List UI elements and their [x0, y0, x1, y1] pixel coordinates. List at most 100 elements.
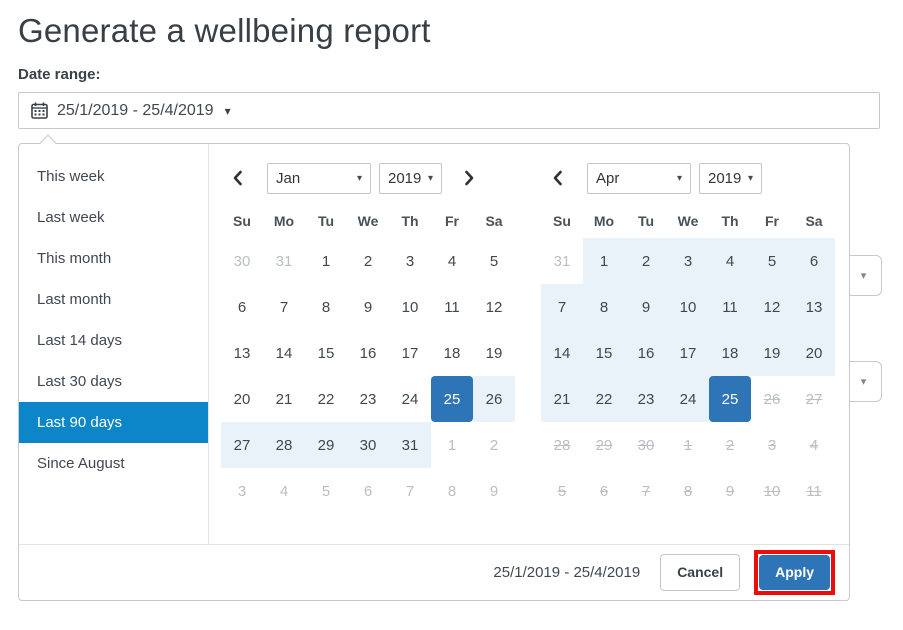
day-cell[interactable]: 23	[625, 376, 667, 422]
chevron-down-icon: ▾	[427, 172, 433, 184]
day-cell[interactable]: 8	[583, 284, 625, 330]
preset-last-14-days[interactable]: Last 14 days	[37, 332, 123, 349]
day-cell: 10	[763, 482, 781, 500]
day-cell[interactable]: 11	[709, 284, 751, 330]
day-cell[interactable]: 30	[347, 422, 389, 468]
popup-footer: 25/1/2019 - 25/4/2019 Cancel Apply	[19, 544, 849, 600]
day-cell[interactable]: 10	[401, 298, 419, 316]
day-cell[interactable]: 28	[263, 422, 305, 468]
weekday-label: Mo	[593, 213, 615, 229]
calendar-header: Jan ▾ 2019 ▾	[221, 162, 515, 194]
day-cell[interactable]: 4	[447, 252, 457, 270]
day-cell[interactable]: 2	[363, 252, 373, 270]
day-cell: 4	[809, 436, 819, 454]
year-select[interactable]: 2019 ▾	[699, 162, 762, 194]
day-cell: 8	[683, 482, 693, 500]
month-select-value: Apr	[596, 169, 620, 187]
day-cell[interactable]: 7	[541, 284, 583, 330]
selected-range-text: 25/1/2019 - 25/4/2019	[493, 564, 641, 581]
day-cell: 5	[321, 482, 331, 500]
day-cell[interactable]: 18	[709, 330, 751, 376]
day-cell[interactable]: 2	[625, 238, 667, 284]
weekday-label: Tu	[317, 213, 335, 229]
day-cell[interactable]: 1	[583, 238, 625, 284]
day-cell[interactable]: 14	[275, 344, 293, 362]
day-cell[interactable]: 18	[443, 344, 461, 362]
day-cell[interactable]: 3	[405, 252, 415, 270]
day-cell[interactable]: 26	[473, 376, 515, 422]
day-cell[interactable]: 19	[751, 330, 793, 376]
day-cell[interactable]: 3	[667, 238, 709, 284]
chevron-down-icon: ▾	[676, 172, 682, 184]
day-cell[interactable]: 12	[751, 284, 793, 330]
day-cell[interactable]: 25	[709, 376, 751, 422]
day-cell[interactable]: 8	[321, 298, 331, 316]
preset-last-week[interactable]: Last week	[37, 209, 105, 226]
day-cell[interactable]: 31	[389, 422, 431, 468]
day-cell[interactable]: 9	[625, 284, 667, 330]
day-cell[interactable]: 24	[667, 376, 709, 422]
day-cell[interactable]: 12	[485, 298, 503, 316]
date-range-field[interactable]: 25/1/2019 - 25/4/2019 ▾	[18, 92, 880, 129]
calendar-header: Apr ▾ 2019 ▾	[541, 162, 835, 194]
day-cell[interactable]: 13	[793, 284, 835, 330]
preset-this-week[interactable]: This week	[37, 168, 105, 185]
day-cell[interactable]: 14	[541, 330, 583, 376]
month-select[interactable]: Apr ▾	[587, 162, 691, 194]
day-cell[interactable]: 17	[667, 330, 709, 376]
day-cell[interactable]: 17	[401, 344, 419, 362]
day-cell[interactable]: 7	[279, 298, 289, 316]
day-cell[interactable]: 22	[583, 376, 625, 422]
month-select[interactable]: Jan ▾	[267, 162, 371, 194]
day-cell[interactable]: 15	[583, 330, 625, 376]
day-cell[interactable]: 10	[667, 284, 709, 330]
year-select[interactable]: 2019 ▾	[379, 162, 442, 194]
day-cell[interactable]: 21	[275, 390, 293, 408]
day-cell[interactable]: 6	[793, 238, 835, 284]
page-title: Generate a wellbeing report	[18, 12, 431, 49]
prev-month-button[interactable]	[227, 170, 249, 186]
next-month-button[interactable]	[458, 170, 480, 186]
day-cell: 2	[725, 436, 735, 454]
apply-button[interactable]: Apply	[759, 555, 830, 590]
day-cell[interactable]: 22	[317, 390, 335, 408]
day-cell[interactable]: 23	[359, 390, 377, 408]
day-cell[interactable]: 11	[444, 298, 460, 316]
day-cell[interactable]: 13	[233, 344, 251, 362]
day-cell[interactable]: 5	[751, 238, 793, 284]
day-cell[interactable]: 6	[237, 298, 247, 316]
day-cell[interactable]: 21	[541, 376, 583, 422]
day-cell[interactable]: 29	[305, 422, 347, 468]
preset-last-90-days[interactable]: Last 90 days	[19, 402, 208, 443]
day-cell: 26	[763, 390, 781, 408]
day-cell[interactable]: 20	[793, 330, 835, 376]
day-cell[interactable]: 20	[233, 390, 251, 408]
background-dropdown-2[interactable]: ▾	[845, 361, 882, 402]
caret-down-icon: ▾	[224, 103, 231, 118]
background-dropdown-1[interactable]: ▾	[845, 255, 882, 296]
month-select-value: Jan	[276, 169, 301, 187]
calendar-icon	[31, 102, 48, 119]
day-cell[interactable]: 16	[359, 344, 377, 362]
day-cell[interactable]: 1	[321, 252, 331, 270]
prev-month-button[interactable]	[547, 170, 569, 186]
cancel-button[interactable]: Cancel	[660, 554, 741, 591]
preset-this-month[interactable]: This month	[37, 250, 112, 267]
day-cell[interactable]: 19	[485, 344, 503, 362]
weekday-label: Fr	[765, 213, 779, 229]
day-cell[interactable]: 27	[221, 422, 263, 468]
date-range-picker-popup: This week Last week This month Last month La…	[18, 134, 850, 601]
preset-last-month[interactable]: Last month	[37, 291, 112, 308]
day-cell[interactable]: 16	[625, 330, 667, 376]
day-cell[interactable]: 5	[489, 252, 499, 270]
day-cell[interactable]: 4	[709, 238, 751, 284]
preset-since-august[interactable]: Since August	[37, 455, 125, 472]
day-cell[interactable]: 24	[401, 390, 419, 408]
preset-last-30-days[interactable]: Last 30 days	[37, 373, 123, 390]
day-cell[interactable]: 15	[317, 344, 335, 362]
day-cell: 7	[405, 482, 415, 500]
day-cell[interactable]: 9	[363, 298, 373, 316]
calendar-right: Apr ▾ 2019 ▾ Su Mo Tu We Th Fr Sa 31 1 2 3 4 5 6 7 8 9 10 11 12…	[541, 156, 835, 544]
day-cell[interactable]: 25	[431, 376, 473, 422]
